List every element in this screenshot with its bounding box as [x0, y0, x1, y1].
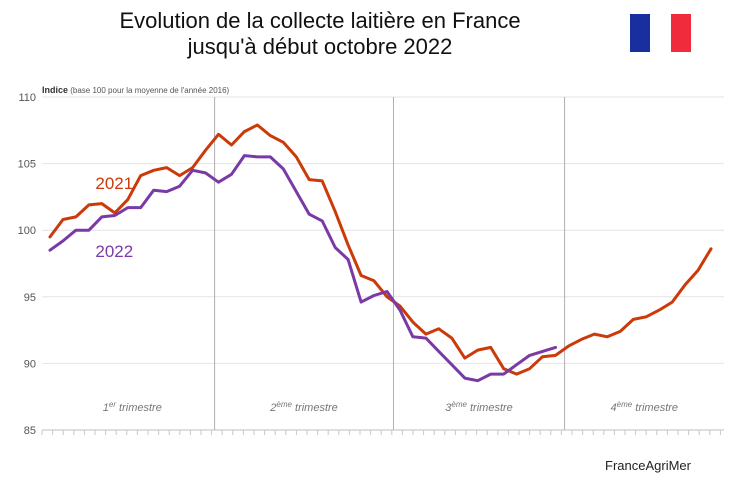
y-tick-label: 110: [18, 92, 36, 104]
y-axis-label: Indice (base 100 pour la moyenne de l'an…: [42, 85, 230, 95]
series-label-2022: 2022: [95, 242, 133, 261]
source-credit: FranceAgriMer: [605, 458, 691, 473]
quarter-label: 1er trimestre: [103, 400, 162, 414]
chart-title-line2: jusqu'à début octobre 2022: [187, 34, 453, 59]
series-line-2022: [48, 154, 557, 383]
flag-band-blue: [630, 14, 650, 52]
flag-band-red: [671, 14, 691, 52]
quarter-label: 2ème trimestre: [269, 400, 338, 414]
y-tick-label: 85: [24, 425, 36, 437]
french-flag-icon: [630, 14, 691, 52]
y-tick-label: 90: [24, 358, 36, 370]
chart-title: Evolution de la collecte laitière en Fra…: [0, 8, 640, 60]
chart-title-line1: Evolution de la collecte laitière en Fra…: [119, 8, 521, 33]
series-line-2021: [48, 123, 713, 376]
series-label-2021: 2021: [95, 174, 133, 193]
y-tick-label: 105: [18, 159, 36, 171]
quarter-label: 4ème trimestre: [611, 400, 679, 414]
y-tick-label: 95: [24, 292, 36, 304]
quarter-label: 3ème trimestre: [445, 400, 513, 414]
y-tick-label: 100: [18, 225, 36, 237]
flag-band-white: [650, 14, 670, 52]
